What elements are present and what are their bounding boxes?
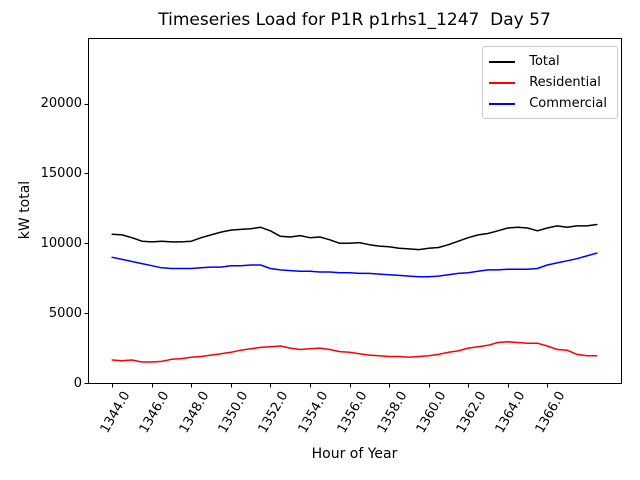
legend-line-sample bbox=[489, 60, 516, 63]
legend-item-residential: Residential bbox=[489, 72, 607, 93]
y-tick-label: 0 bbox=[73, 375, 82, 391]
legend-label: Total bbox=[529, 54, 560, 69]
y-tick-label: 20000 bbox=[40, 96, 82, 112]
legend-label: Residential bbox=[529, 75, 601, 90]
legend-item-total: Total bbox=[489, 51, 607, 72]
plot-frame bbox=[88, 38, 622, 384]
chart-title: Timeseries Load for P1R p1rhs1_1247 Day … bbox=[158, 10, 551, 30]
legend-label: Commercial bbox=[529, 96, 607, 111]
legend: Total Residential Commercial bbox=[482, 46, 618, 119]
total-line bbox=[111, 223, 598, 251]
legend-line-sample bbox=[489, 81, 516, 84]
y-tick-label: 10000 bbox=[40, 235, 82, 251]
y-tick-label: 5000 bbox=[48, 305, 82, 321]
x-axis-label: Hour of Year bbox=[311, 446, 398, 462]
legend-item-commercial: Commercial bbox=[489, 93, 607, 114]
residential-line bbox=[111, 341, 598, 363]
y-axis-label: kW total bbox=[17, 180, 33, 240]
commercial-line bbox=[111, 252, 598, 278]
legend-line-sample bbox=[489, 102, 516, 105]
y-tick-label: 15000 bbox=[40, 165, 82, 181]
